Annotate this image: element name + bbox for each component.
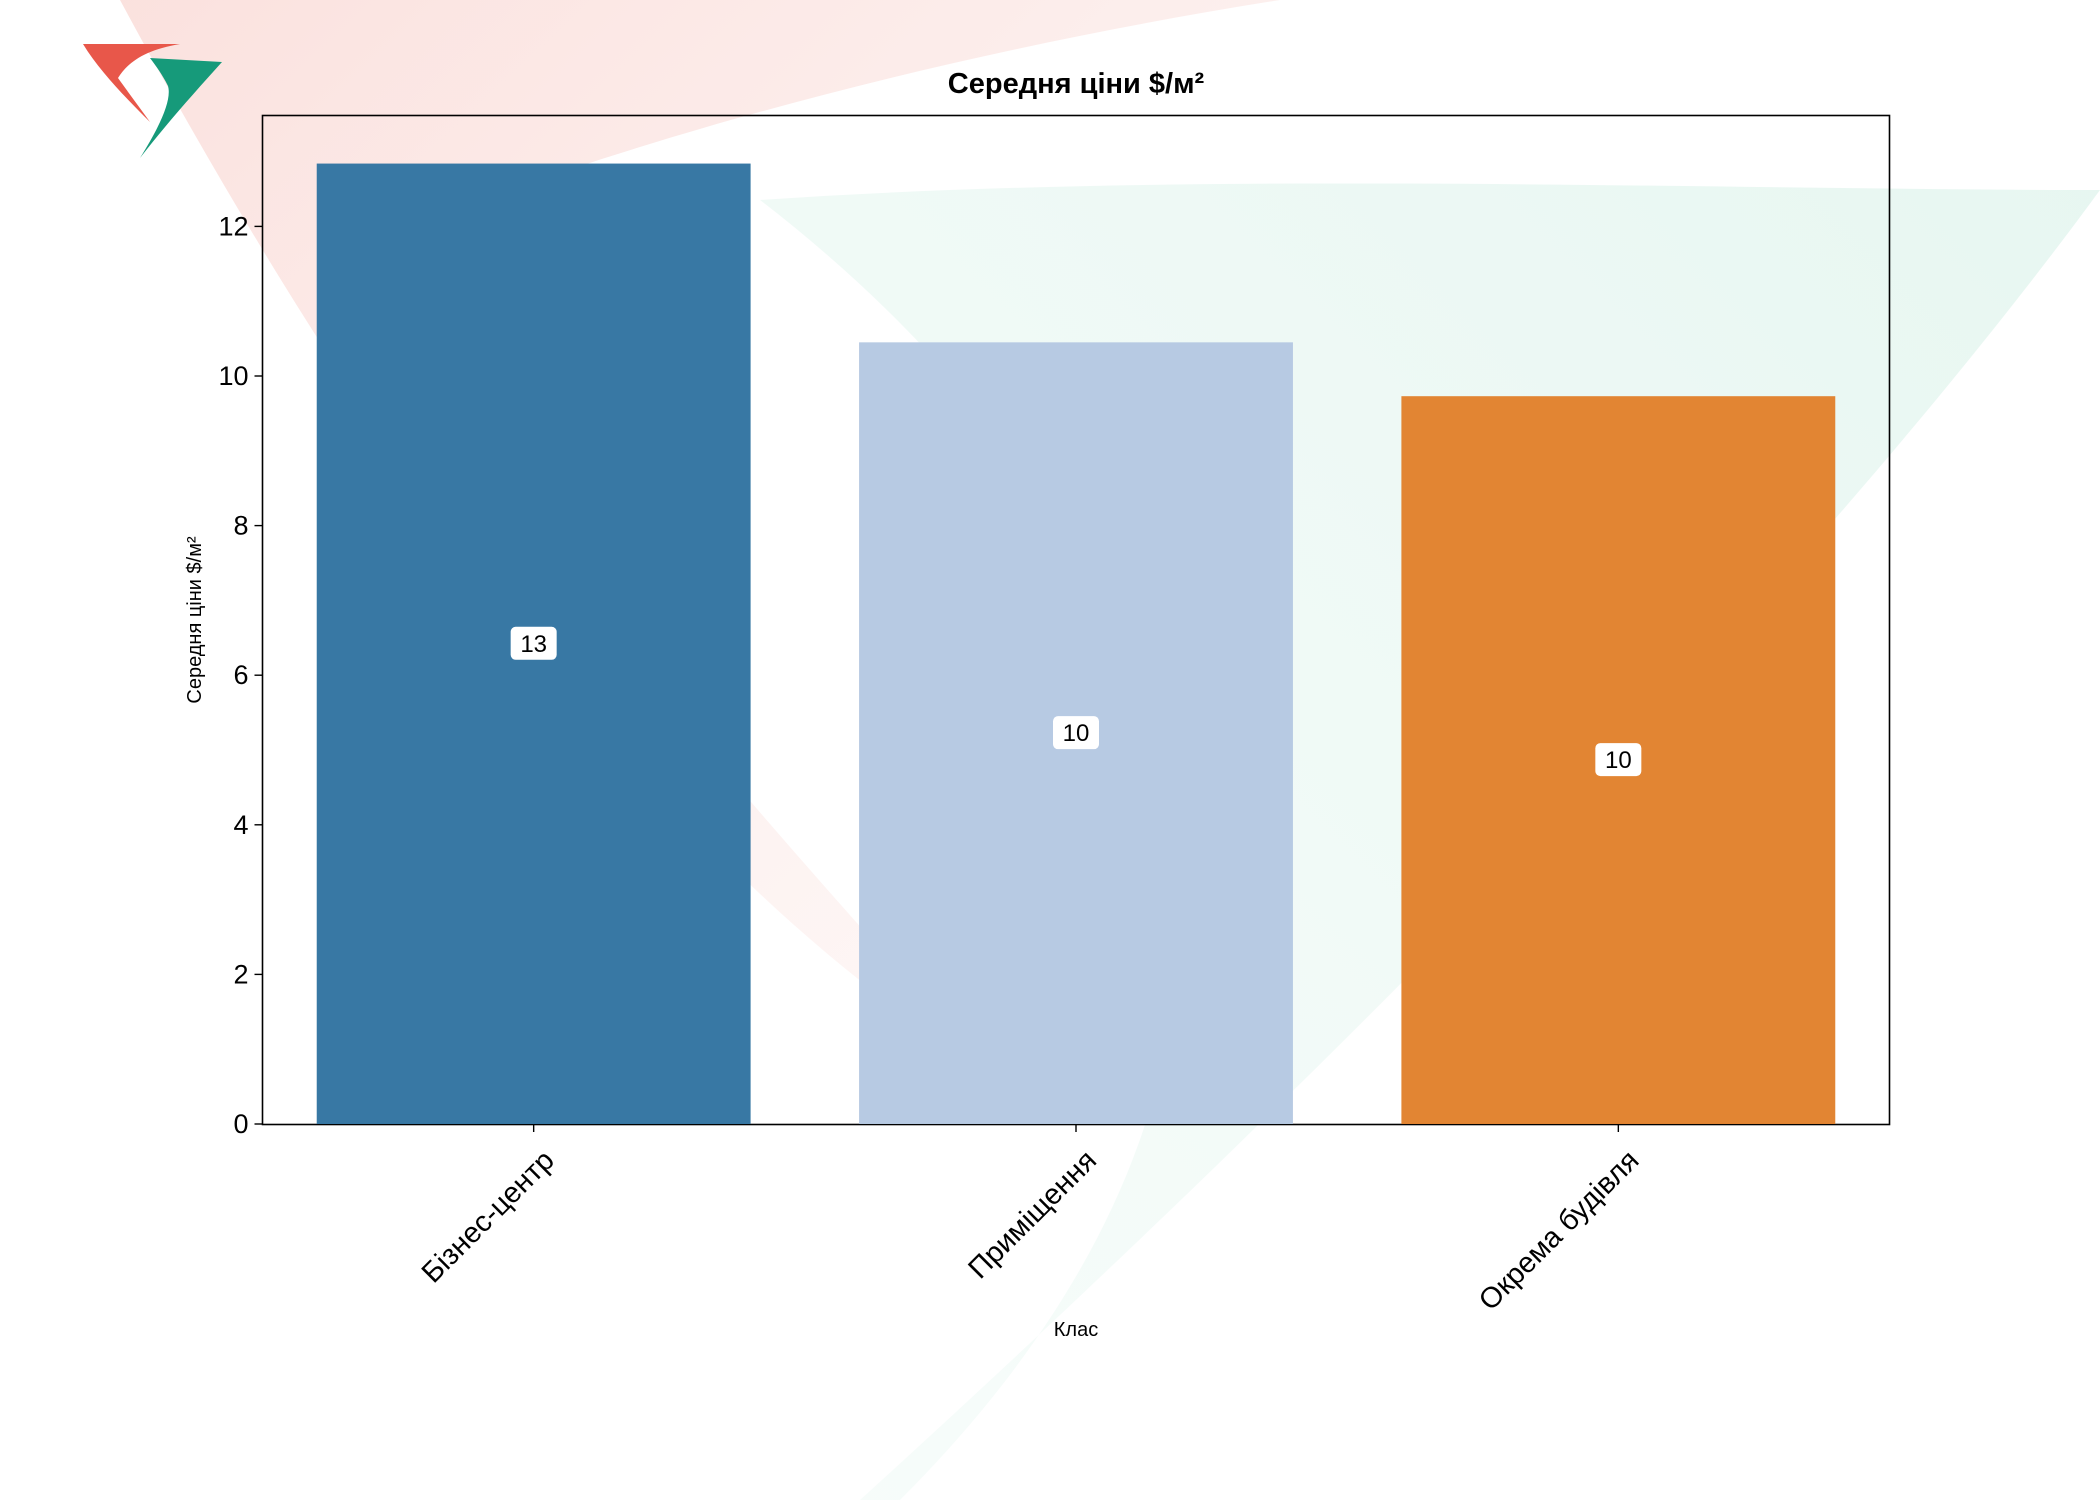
data-label-box-2: [1053, 716, 1099, 750]
y-tick-label-3: 4: [233, 810, 248, 840]
y-tick-label-7: 12: [218, 211, 248, 241]
data-label-2: 10: [1063, 720, 1090, 747]
y-tick-label-4: 6: [233, 660, 248, 690]
data-label-box-3: [1595, 743, 1642, 777]
y-tick-label-5: 8: [233, 511, 248, 541]
x-tick-label-3: Окрема будівля: [1473, 1144, 1645, 1316]
data-label-box-1: [510, 626, 557, 660]
chart-title: Середня ціни $/м²: [948, 68, 1205, 100]
y-axis-label: Середня ціни $/м²: [184, 536, 206, 704]
data-label-1: 13: [520, 631, 547, 658]
company-logo: [83, 44, 222, 158]
y-tick-label-1: 0: [233, 1109, 248, 1139]
data-label-3: 10: [1605, 747, 1632, 774]
x-tick-label-1: Бізнес-центр: [416, 1144, 561, 1289]
x-axis-label: Клас: [1054, 1319, 1098, 1341]
y-tick-label-6: 10: [218, 361, 248, 391]
x-tick-label-2: Приміщення: [962, 1144, 1103, 1285]
y-tick-label-2: 2: [233, 959, 248, 989]
